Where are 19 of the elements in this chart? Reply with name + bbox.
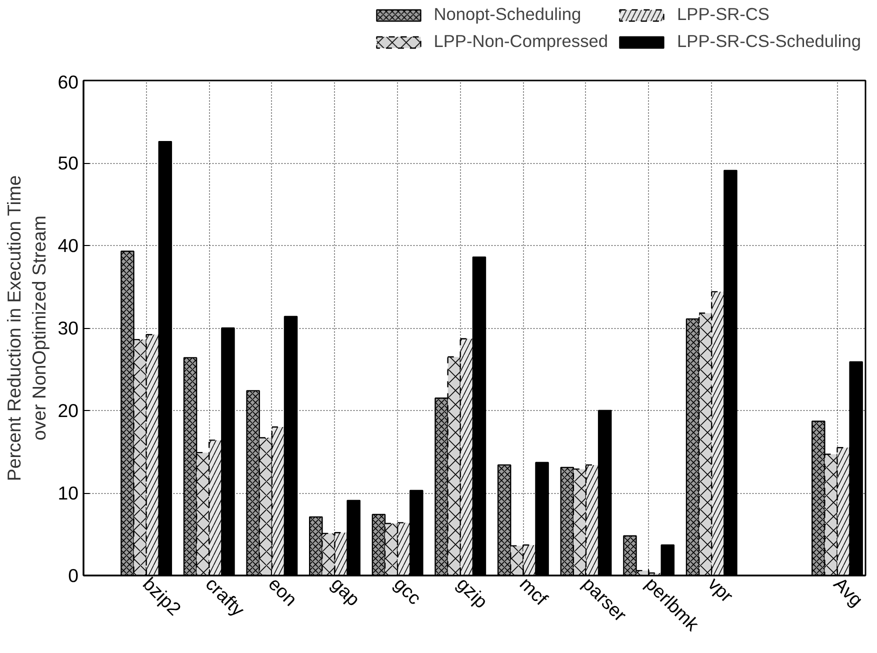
x-tick-label: vpr: [704, 573, 738, 606]
y-tick-label: 20: [58, 400, 79, 421]
legend-label: LPP-SR-CS: [677, 4, 770, 25]
y-tick-label: 30: [58, 318, 79, 338]
legend-label: LPP-Non-Compressed: [434, 31, 608, 52]
x-tick-label: Avg: [830, 573, 868, 610]
legend-label: Nonopt-Scheduling: [434, 4, 582, 25]
x-tick-label: eon: [264, 573, 302, 610]
x-tick-label: mcf: [516, 573, 552, 610]
y-tick-label: 10: [58, 482, 79, 504]
y-tick-label: 50: [58, 152, 79, 174]
y-tick-label: 40: [58, 235, 79, 256]
y-tick-label: 0: [68, 565, 79, 586]
x-tick-label: gap: [327, 573, 364, 610]
y-axis-title: Percent Reduction in Execution Time over NonOptimized Stream: [4, 175, 50, 482]
x-tick-label: gcc: [390, 573, 426, 608]
x-tick-label: gzip: [452, 573, 492, 612]
legend-label: LPP-SR-CS-Scheduling: [677, 31, 861, 52]
y-tick-label: 60: [58, 72, 79, 92]
